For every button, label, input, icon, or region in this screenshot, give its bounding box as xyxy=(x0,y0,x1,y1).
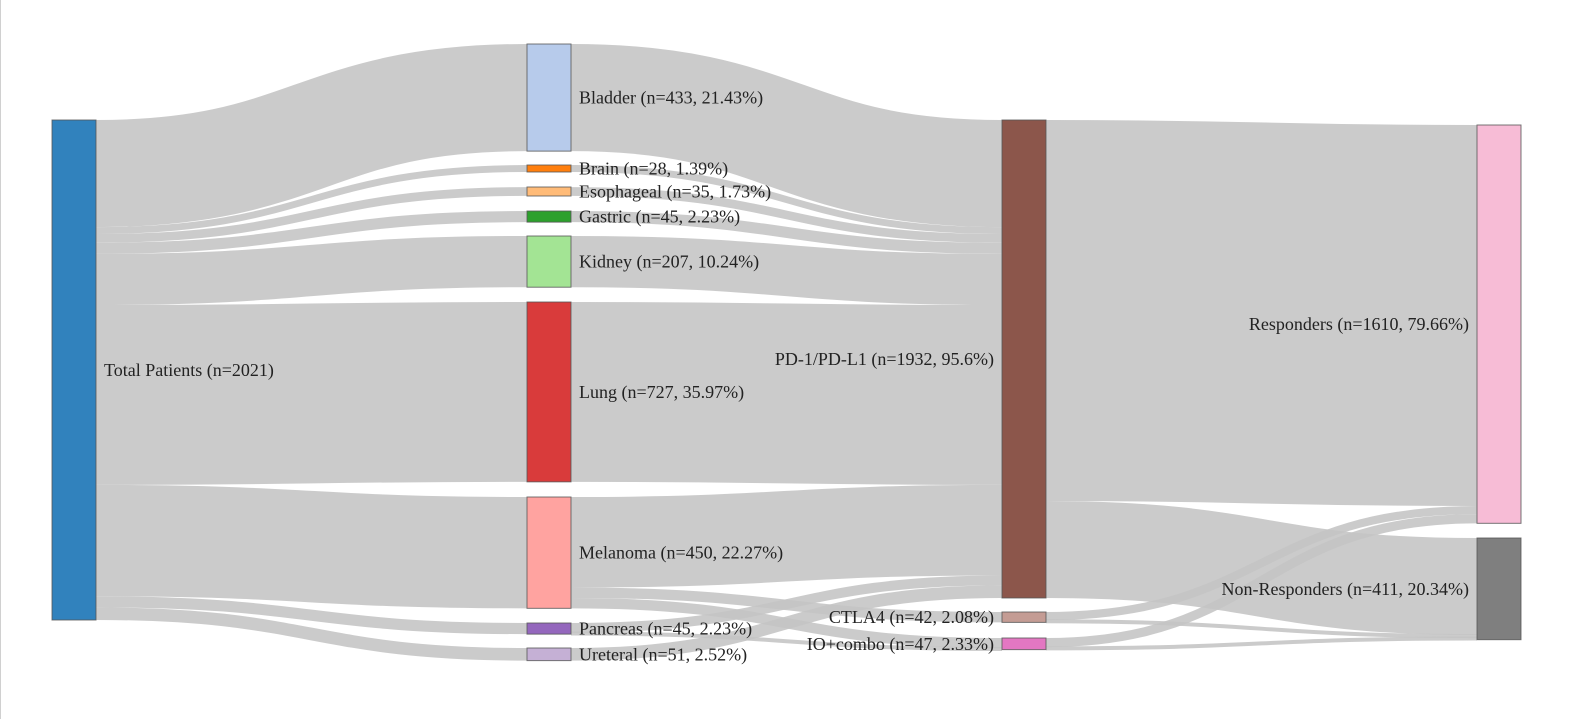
label-esophageal: Esophageal (n=35, 1.73%) xyxy=(579,182,771,203)
link-kidney-to-pd1 xyxy=(570,235,1003,306)
link-iocombo-to-nonresponders xyxy=(1045,636,1478,651)
link-total-to-melanoma xyxy=(95,484,528,609)
label-kidney: Kidney (n=207, 10.24%) xyxy=(579,252,759,273)
link-total-to-kidney xyxy=(95,235,528,306)
link-pd1-to-nonresponders xyxy=(1045,500,1478,635)
node-pancreas xyxy=(526,622,572,635)
label-bladder: Bladder (n=433, 21.43%) xyxy=(579,88,763,109)
link-bladder-to-pd1 xyxy=(570,44,1003,228)
node-esophageal xyxy=(526,186,572,197)
link-total-to-brain xyxy=(95,165,528,235)
link-pancreas-to-pd1 xyxy=(570,575,1003,633)
label-iocombo: IO+combo (n=47, 2.33%) xyxy=(807,634,994,655)
frame-left-border xyxy=(0,0,1,719)
node-iocombo xyxy=(1001,637,1047,651)
node-melanoma xyxy=(526,496,572,609)
node-pd1 xyxy=(1001,119,1047,599)
link-pancreas-to-iocombo xyxy=(570,631,1003,652)
link-iocombo-to-responders xyxy=(1045,514,1478,648)
node-bladder xyxy=(526,43,572,152)
node-nonresponders xyxy=(1476,537,1522,641)
link-brain-to-pd1 xyxy=(570,165,1003,235)
link-pd1-to-responders xyxy=(1045,120,1478,506)
node-ureteral xyxy=(526,647,572,662)
nodes-layer xyxy=(51,43,1522,662)
link-total-to-esophageal xyxy=(95,187,528,243)
node-ctla4 xyxy=(1001,611,1047,623)
label-ureteral: Ureteral (n=51, 2.52%) xyxy=(579,644,747,665)
node-responders xyxy=(1476,124,1522,524)
node-lung xyxy=(526,301,572,483)
node-kidney xyxy=(526,235,572,288)
label-lung: Lung (n=727, 35.97%) xyxy=(579,382,744,403)
link-ctla4-to-responders xyxy=(1045,505,1478,621)
link-esophageal-to-pd1 xyxy=(570,187,1003,243)
link-total-to-ureteral xyxy=(95,607,528,661)
link-lung-to-pd1 xyxy=(570,302,1003,485)
label-gastric: Gastric (n=45, 2.23%) xyxy=(579,207,740,228)
link-melanoma-to-pd1 xyxy=(570,484,1003,588)
link-ureteral-to-pd1 xyxy=(570,585,1003,661)
label-nonresponders: Non-Responders (n=411, 20.34%) xyxy=(1222,579,1469,600)
link-total-to-lung xyxy=(95,302,528,485)
label-pancreas: Pancreas (n=45, 2.23%) xyxy=(579,619,752,640)
label-melanoma: Melanoma (n=450, 22.27%) xyxy=(579,543,783,564)
link-total-to-pancreas xyxy=(95,596,528,635)
label-pd1: PD-1/PD-L1 (n=1932, 95.6%) xyxy=(775,349,994,370)
link-total-to-gastric xyxy=(95,211,528,254)
link-ctla4-to-nonresponders xyxy=(1045,619,1478,639)
link-total-to-bladder xyxy=(95,44,528,228)
label-total: Total Patients (n=2021) xyxy=(104,360,274,381)
node-total xyxy=(51,119,97,621)
link-gastric-to-pd1 xyxy=(570,211,1003,254)
label-ctla4: CTLA4 (n=42, 2.08%) xyxy=(829,607,994,628)
label-responders: Responders (n=1610, 79.66%) xyxy=(1249,314,1469,335)
labels-layer: Total Patients (n=2021) Bladder (n=433, 2… xyxy=(104,88,1469,666)
node-gastric xyxy=(526,210,572,223)
links-layer xyxy=(95,44,1478,661)
node-brain xyxy=(526,164,572,173)
label-brain: Brain (n=28, 1.39%) xyxy=(579,159,728,180)
